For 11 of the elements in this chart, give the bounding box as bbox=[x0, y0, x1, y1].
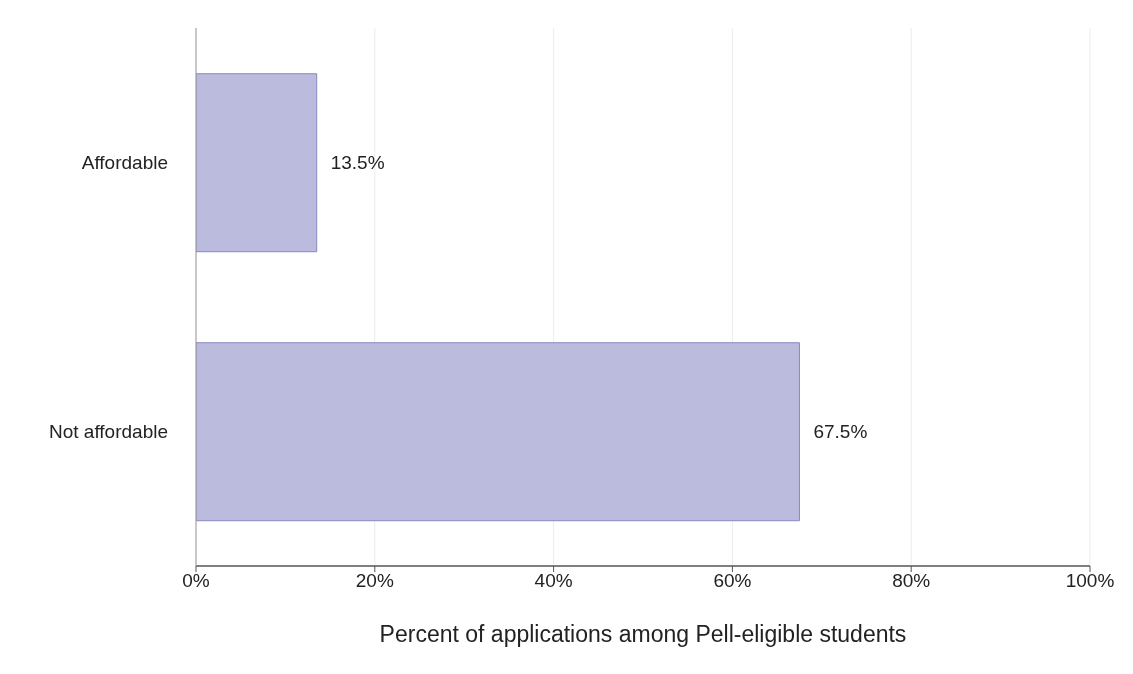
x-tick-label: 100% bbox=[1065, 570, 1115, 592]
y-tick-label: Not affordable bbox=[48, 421, 168, 443]
x-tick-label: 80% bbox=[892, 570, 931, 592]
x-tick-label: 60% bbox=[713, 570, 752, 592]
y-tick-label: Affordable bbox=[81, 152, 168, 174]
x-tick-label: 20% bbox=[355, 570, 394, 592]
x-tick-label: 40% bbox=[534, 570, 573, 592]
x-tick-label: 0% bbox=[182, 570, 210, 592]
data-label: 13.5% bbox=[330, 152, 385, 174]
data-label: 67.5% bbox=[813, 421, 868, 443]
x-axis-title: Percent of applications among Pell-eligible students bbox=[379, 621, 907, 647]
